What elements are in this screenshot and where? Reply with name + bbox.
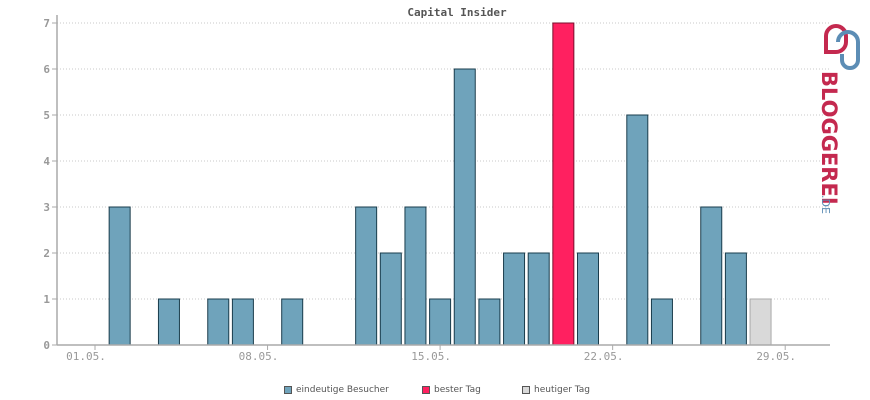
bar: [527, 252, 550, 346]
legend-label-best-day: bester Tag: [434, 385, 481, 395]
y-tick-label: 5: [43, 109, 50, 122]
bar: [429, 298, 452, 346]
legend-swatch-today: [522, 386, 530, 394]
bar: [157, 298, 180, 346]
y-tick-label: 2: [43, 247, 50, 260]
y-tick-label: 7: [43, 17, 50, 30]
bar: [453, 68, 476, 346]
y-tick-label: 0: [43, 339, 50, 352]
legend-label-today: heutiger Tag: [534, 385, 591, 395]
bar: [478, 298, 501, 346]
logo-text: BLOGGEREI: [817, 71, 841, 205]
bar: [379, 252, 402, 346]
legend-item-today: heutiger Tag: [522, 385, 590, 395]
bloggerei-logo: BLOGGEREI .DE: [817, 24, 860, 214]
x-tick-label: 22.05.: [584, 350, 624, 363]
legend-swatch-best-day: [422, 386, 430, 394]
bar: [281, 298, 304, 346]
bar: [724, 252, 747, 346]
bar: [503, 252, 526, 346]
bar: [207, 298, 230, 346]
axes: [52, 15, 830, 350]
bars: [108, 22, 772, 346]
x-tick-label: 29.05.: [756, 350, 796, 363]
bar-best-day: [552, 22, 575, 346]
bar: [700, 206, 723, 346]
bar-today: [749, 298, 772, 346]
bloggerei-logo-icon: [824, 24, 860, 70]
bar: [355, 206, 378, 346]
bar: [626, 114, 649, 346]
chart-title: Capital Insider: [407, 6, 507, 19]
legend-swatch-visitors: [284, 386, 292, 394]
bar: [650, 298, 673, 346]
y-tick-labels: 0 1 2 3 4 5 6 7: [43, 17, 50, 352]
y-tick-label: 6: [43, 63, 50, 76]
x-tick-label: 08.05.: [239, 350, 279, 363]
legend-item-best-day: bester Tag: [422, 385, 481, 395]
legend-item-visitors: eindeutige Besucher: [284, 385, 389, 395]
y-tick-label: 1: [43, 293, 50, 306]
legend-label-visitors: eindeutige Besucher: [296, 385, 389, 395]
logo-suffix: .DE: [819, 195, 832, 214]
bar: [404, 206, 427, 346]
x-tick-labels: 01.05. 08.05. 15.05. 22.05. 29.05.: [66, 350, 796, 363]
legend: eindeutige Besucher bester Tag heutiger …: [0, 385, 870, 399]
x-tick-label: 15.05.: [411, 350, 451, 363]
bar: [577, 252, 599, 346]
y-tick-label: 4: [43, 155, 50, 168]
bar: [108, 206, 131, 346]
x-tick-label: 01.05.: [66, 350, 106, 363]
bar: [231, 298, 254, 346]
y-tick-label: 3: [43, 201, 50, 214]
